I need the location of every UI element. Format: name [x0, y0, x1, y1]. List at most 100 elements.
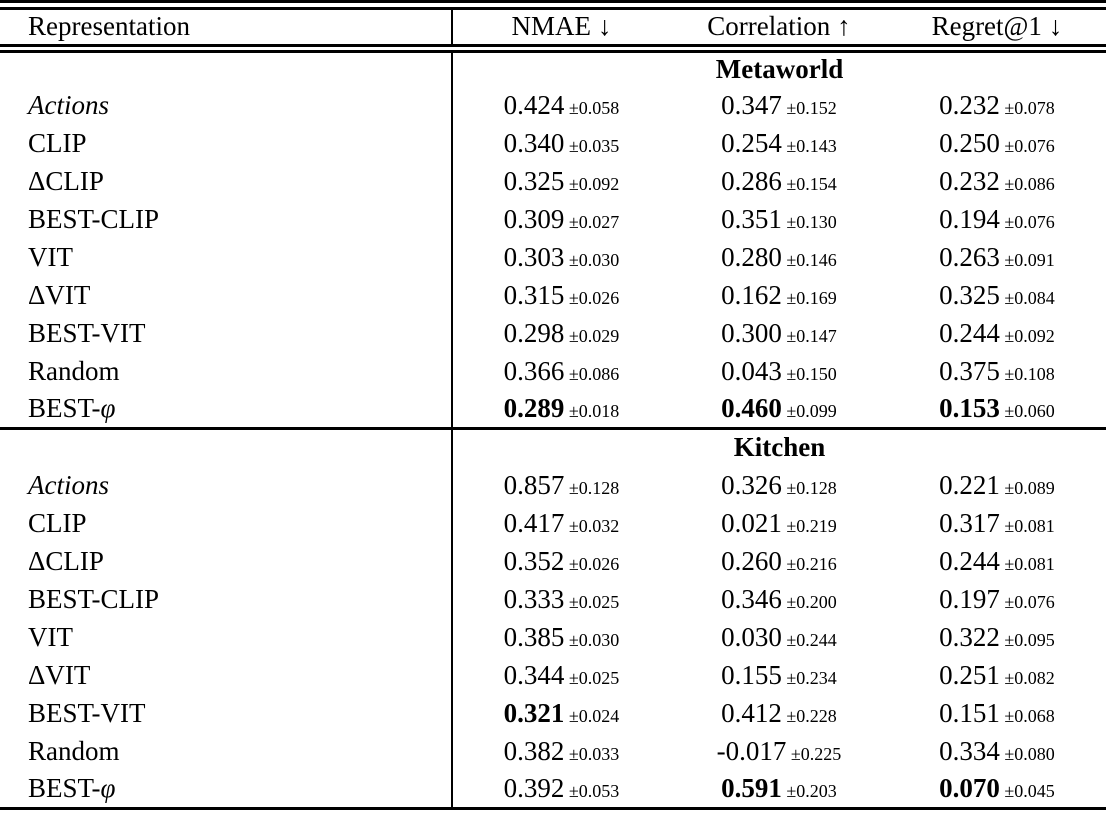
- section-title-row: Kitchen: [0, 428, 1106, 466]
- table-row: CLIP 0.340 ±0.035 0.254 ±0.143 0.250 ±0.076: [0, 124, 1106, 162]
- column-header-label: NMAE: [511, 11, 592, 42]
- table-row: VIT 0.385 ±0.030 0.030 ±0.244 0.322 ±0.095: [0, 618, 1106, 656]
- metric-value: 0.155: [721, 659, 782, 690]
- metric-std: ±0.089: [999, 477, 1055, 498]
- cell-regret-at-1: 0.325 ±0.084: [888, 276, 1106, 314]
- metric-value: 0.347: [721, 89, 782, 120]
- metric-std: ±0.076: [999, 135, 1055, 156]
- metric-std: ±0.092: [999, 325, 1055, 346]
- cell-regret-at-1: 0.221 ±0.089: [888, 466, 1106, 504]
- metric-value: 0.346: [721, 583, 782, 614]
- metric-std: ±0.086: [999, 173, 1055, 194]
- metric-value: 0.412: [721, 697, 782, 728]
- metric-value: 0.244: [939, 545, 1000, 576]
- metric-std: ±0.032: [564, 515, 620, 536]
- metric-std: ±0.078: [999, 97, 1055, 118]
- row-label: BEST-CLIP: [28, 203, 160, 234]
- metric-value: 0.366: [503, 355, 565, 386]
- metric-value: 0.298: [503, 317, 565, 348]
- cell-correlation: 0.412 ±0.228: [670, 694, 888, 732]
- table-row: BEST-φ 0.289 ±0.018 0.460 ±0.099 0.153 ±0.0…: [0, 390, 1106, 428]
- cell-regret-at-1: 0.070 ±0.045: [888, 770, 1106, 808]
- cell-regret-at-1: 0.244 ±0.081: [888, 542, 1106, 580]
- metric-value: 0.289: [503, 392, 565, 423]
- metric-value: 0.591: [721, 772, 782, 803]
- column-header-label: Representation: [28, 11, 190, 42]
- metric-std: ±0.244: [781, 629, 837, 650]
- cell-correlation: 0.460 ±0.099: [670, 390, 888, 428]
- up-arrow-icon: ↑: [837, 11, 851, 42]
- cell-regret-at-1: 0.317 ±0.081: [888, 504, 1106, 542]
- metric-std: ±0.026: [564, 287, 620, 308]
- metric-std: ±0.128: [781, 477, 837, 498]
- cell-regret-at-1: 0.194 ±0.076: [888, 200, 1106, 238]
- column-header-nmae: NMAE ↓: [451, 5, 670, 48]
- metric-std: ±0.060: [999, 400, 1055, 421]
- section-title: Kitchen: [451, 428, 1106, 466]
- table-row: ΔVIT 0.315 ±0.026 0.162 ±0.169 0.325 ±0.084: [0, 276, 1106, 314]
- cell-correlation: 0.043 ±0.150: [670, 352, 888, 390]
- table-head: Representation NMAE ↓ Correlation ↑ Regret…: [0, 5, 1106, 48]
- metric-value: 0.070: [939, 772, 1000, 803]
- metric-std: ±0.147: [781, 325, 837, 346]
- metric-std: ±0.068: [999, 705, 1055, 726]
- metric-value: 0.417: [503, 507, 565, 538]
- metric-value: 0.232: [939, 165, 1000, 196]
- cell-correlation: 0.286 ±0.154: [670, 162, 888, 200]
- metric-value: 0.315: [503, 279, 565, 310]
- metric-std: ±0.030: [564, 249, 620, 270]
- cell-nmae: 0.340 ±0.035: [451, 124, 670, 162]
- metric-std: ±0.228: [781, 705, 837, 726]
- cell-correlation: 0.254 ±0.143: [670, 124, 888, 162]
- metric-std: ±0.150: [781, 363, 837, 384]
- table-row: BEST-VIT 0.321 ±0.024 0.412 ±0.228 0.151 ±0…: [0, 694, 1106, 732]
- metric-value: 0.300: [721, 317, 782, 348]
- metric-value: 0.250: [939, 127, 1000, 158]
- header-row: Representation NMAE ↓ Correlation ↑ Regret…: [0, 5, 1106, 48]
- column-header-representation: Representation: [0, 5, 452, 48]
- cell-correlation: 0.591 ±0.203: [670, 770, 888, 808]
- cell-nmae: 0.325 ±0.092: [451, 162, 670, 200]
- down-arrow-icon: ↓: [598, 11, 612, 42]
- table-row: BEST-VIT 0.298 ±0.029 0.300 ±0.147 0.244 ±0…: [0, 314, 1106, 352]
- metric-std: ±0.027: [564, 211, 620, 232]
- table-row: CLIP 0.417 ±0.032 0.021 ±0.219 0.317 ±0.081: [0, 504, 1106, 542]
- section-title: Metaworld: [451, 48, 1106, 86]
- metric-std: ±0.146: [781, 249, 837, 270]
- cell-regret-at-1: 0.151 ±0.068: [888, 694, 1106, 732]
- metric-value: 0.325: [939, 279, 1000, 310]
- row-label: CLIP: [28, 127, 87, 158]
- metric-std: ±0.053: [564, 780, 620, 801]
- table-row: VIT 0.303 ±0.030 0.280 ±0.146 0.263 ±0.091: [0, 238, 1106, 276]
- metric-value: 0.352: [503, 545, 565, 576]
- cell-nmae: 0.315 ±0.026: [451, 276, 670, 314]
- row-label: VIT: [28, 241, 73, 272]
- cell-correlation: 0.021 ±0.219: [670, 504, 888, 542]
- metric-std: ±0.234: [781, 667, 837, 688]
- cell-correlation: 0.346 ±0.200: [670, 580, 888, 618]
- section-title-spacer-cell: [0, 48, 452, 86]
- metric-value: 0.244: [939, 317, 1000, 348]
- metric-value: 0.344: [503, 659, 565, 690]
- cell-regret-at-1: 0.251 ±0.082: [888, 656, 1106, 694]
- cell-correlation: 0.280 ±0.146: [670, 238, 888, 276]
- cell-nmae: 0.382 ±0.033: [451, 732, 670, 770]
- metric-std: ±0.128: [564, 477, 620, 498]
- row-label: BEST-CLIP: [28, 583, 160, 614]
- cell-correlation: 0.155 ±0.234: [670, 656, 888, 694]
- metric-value: -0.017: [716, 735, 787, 766]
- metric-std: ±0.091: [999, 249, 1055, 270]
- metric-value: 0.375: [939, 355, 1000, 386]
- cell-nmae: 0.385 ±0.030: [451, 618, 670, 656]
- metric-std: ±0.099: [781, 400, 837, 421]
- metric-std: ±0.203: [781, 780, 837, 801]
- cell-nmae: 0.333 ±0.025: [451, 580, 670, 618]
- cell-nmae: 0.289 ±0.018: [451, 390, 670, 428]
- column-header-label: Regret@1: [931, 11, 1042, 42]
- section-title-row: Metaworld: [0, 48, 1106, 86]
- metric-value: 0.424: [503, 89, 565, 120]
- metric-std: ±0.143: [781, 135, 837, 156]
- row-label: ΔVIT: [28, 659, 91, 690]
- row-label: ΔVIT: [28, 279, 91, 310]
